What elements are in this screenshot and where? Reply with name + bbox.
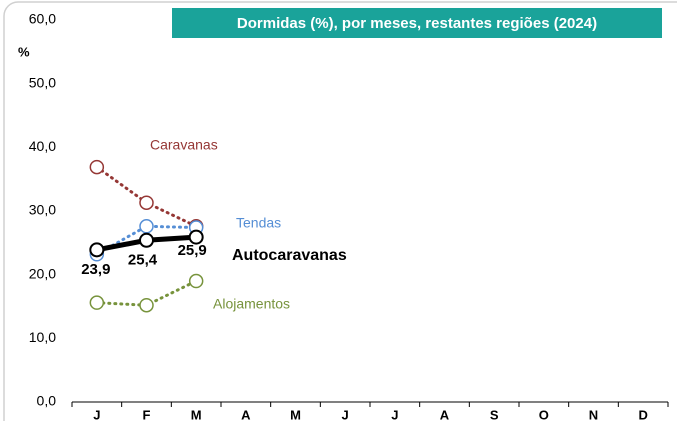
data-label: 23,9 — [81, 261, 110, 278]
title-box — [172, 8, 662, 38]
series-label: Alojamentos — [213, 296, 290, 312]
x-tick-label: J — [342, 407, 349, 421]
data-point — [89, 295, 105, 310]
y-tick-label: 30,0 — [29, 202, 56, 218]
y-tick-label: 0,0 — [37, 393, 57, 409]
y-tick-label: 50,0 — [29, 74, 56, 90]
data-label: 25,9 — [178, 242, 207, 259]
x-tick-label: D — [638, 407, 647, 421]
series-label: Caravanas — [150, 137, 218, 153]
series-label: Tendas — [236, 215, 281, 231]
data-point — [139, 195, 154, 210]
data-point — [188, 229, 204, 245]
y-tick-label: 10,0 — [29, 329, 56, 345]
x-tick-label: A — [440, 407, 450, 421]
x-tick-label: O — [539, 407, 549, 421]
data-label: 25,4 — [128, 251, 158, 268]
y-tick-label: 40,0 — [29, 138, 56, 154]
data-point — [89, 159, 105, 175]
data-point — [139, 232, 154, 248]
data-point — [89, 242, 105, 258]
x-tick-label: J — [93, 407, 100, 421]
x-tick-label: J — [391, 407, 398, 421]
y-tick-label: 60,0 — [29, 11, 56, 27]
series-label: Autocaravanas — [232, 247, 347, 264]
chart-title: Dormidas (%), por meses, restantes regiõ… — [237, 15, 597, 32]
x-tick-label: S — [490, 407, 499, 421]
y-axis-label: % — [18, 44, 30, 59]
x-tick-label: A — [241, 407, 251, 421]
x-tick-label: N — [589, 407, 598, 421]
y-tick-label: 20,0 — [29, 265, 56, 281]
chart-frame — [3, 1, 677, 421]
x-tick-label: M — [290, 407, 301, 421]
x-tick-label: M — [191, 407, 202, 421]
x-tick-label: F — [143, 407, 151, 421]
data-point — [139, 219, 154, 234]
data-point — [188, 273, 204, 289]
data-point — [139, 297, 154, 313]
